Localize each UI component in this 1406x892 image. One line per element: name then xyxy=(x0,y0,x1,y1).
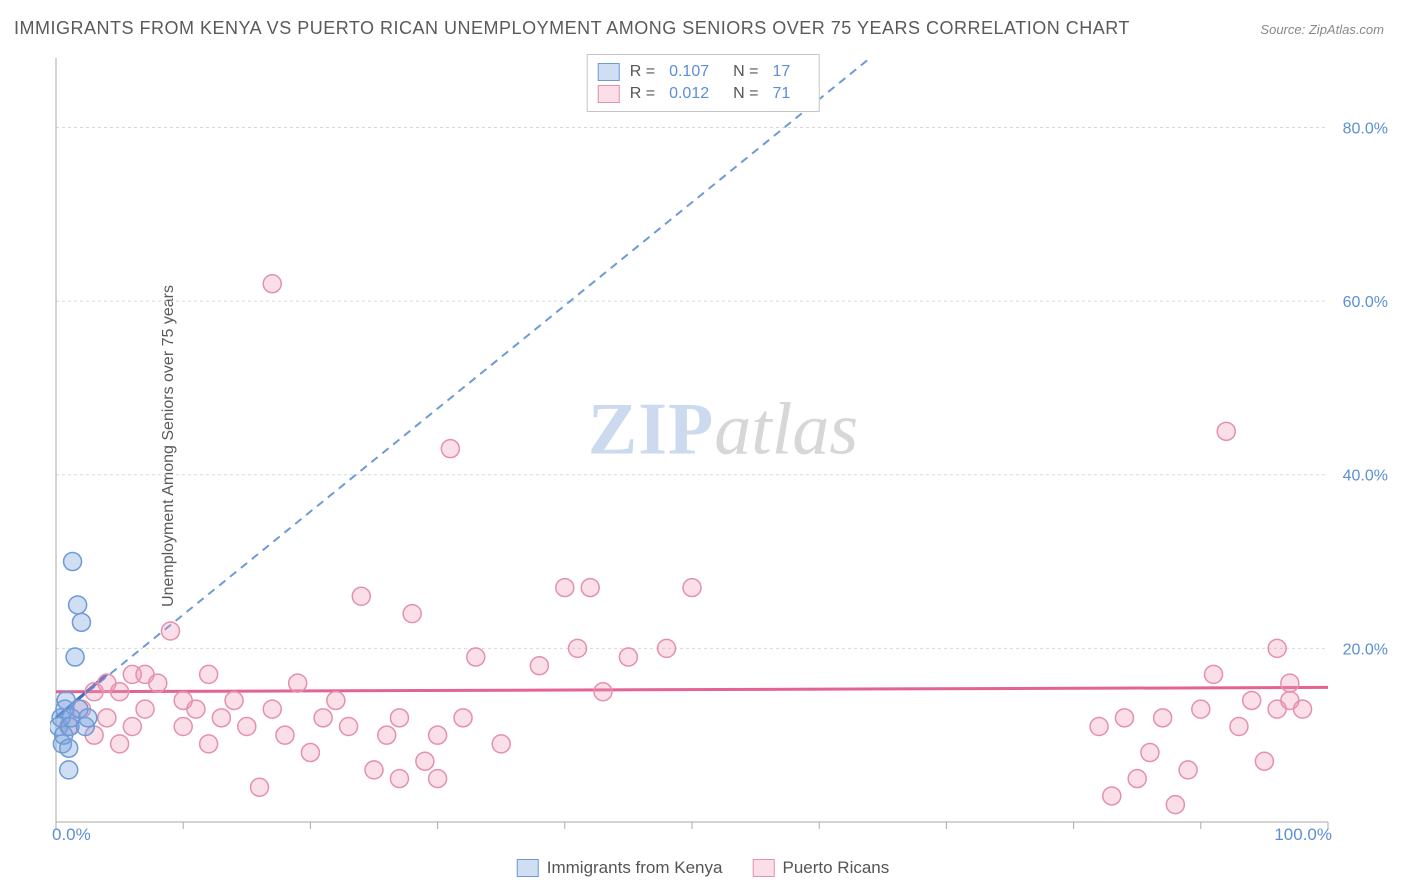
n-value-blue: 17 xyxy=(772,63,790,81)
r-label: R = xyxy=(630,85,655,103)
r-label: R = xyxy=(630,63,655,81)
r-value-pink: 0.012 xyxy=(669,85,709,103)
r-value-blue: 0.107 xyxy=(669,63,709,81)
legend-label-kenya: Immigrants from Kenya xyxy=(547,858,723,878)
svg-text:80.0%: 80.0% xyxy=(1343,120,1388,137)
legend-item-kenya: Immigrants from Kenya xyxy=(517,858,723,878)
svg-text:60.0%: 60.0% xyxy=(1343,294,1388,311)
chart-title: IMMIGRANTS FROM KENYA VS PUERTO RICAN UN… xyxy=(14,18,1130,39)
scatter-chart-svg: 20.0% 40.0% 60.0% 80.0% 0.0% 100.0% xyxy=(50,52,1396,840)
source-attribution: Source: ZipAtlas.com xyxy=(1260,22,1384,37)
legend-item-puerto-rican: Puerto Ricans xyxy=(752,858,889,878)
legend-swatch-pink xyxy=(598,85,620,103)
source-value: ZipAtlas.com xyxy=(1309,22,1384,37)
legend-swatch-pink xyxy=(752,859,774,877)
legend-correlation: R = 0.107 N = 17 R = 0.012 N = 71 xyxy=(587,54,820,112)
legend-row-pink: R = 0.012 N = 71 xyxy=(598,83,805,105)
n-label: N = xyxy=(733,85,758,103)
legend-swatch-blue xyxy=(598,63,620,81)
chart-area: 20.0%40.0%60.0%80.0%0.0%100.0% ZIPatlas xyxy=(50,52,1396,840)
svg-text:40.0%: 40.0% xyxy=(1343,468,1388,485)
n-value-pink: 71 xyxy=(772,85,790,103)
legend-swatch-blue xyxy=(517,859,539,877)
source-label: Source: xyxy=(1260,22,1305,37)
legend-row-blue: R = 0.107 N = 17 xyxy=(598,61,805,83)
svg-text:20.0%: 20.0% xyxy=(1343,641,1388,658)
svg-text:100.0%: 100.0% xyxy=(1274,825,1332,840)
legend-series: Immigrants from Kenya Puerto Ricans xyxy=(517,858,890,878)
legend-label-puerto-rican: Puerto Ricans xyxy=(782,858,889,878)
n-label: N = xyxy=(733,63,758,81)
svg-text:0.0%: 0.0% xyxy=(52,825,91,840)
